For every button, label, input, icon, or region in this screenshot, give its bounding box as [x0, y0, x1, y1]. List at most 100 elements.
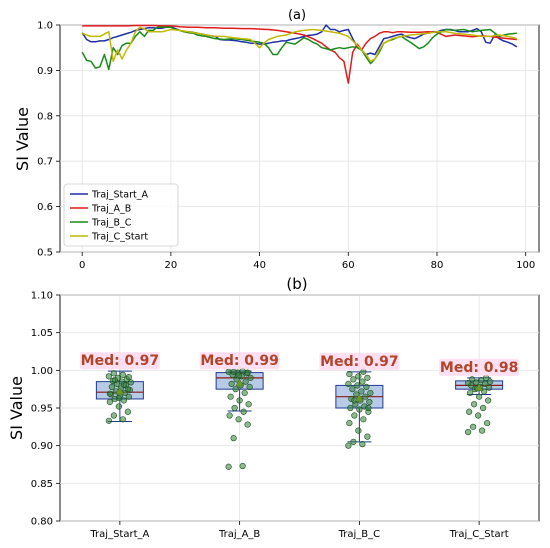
- data-point: [465, 429, 472, 436]
- data-point: [124, 408, 131, 415]
- median-label-bg: [79, 352, 160, 370]
- mean-marker: [115, 386, 125, 395]
- median-label: Med: 0.98: [440, 360, 518, 376]
- data-point: [120, 397, 127, 404]
- tick-label-y: 0.80: [31, 517, 53, 528]
- data-point: [358, 388, 365, 395]
- data-point: [470, 423, 477, 430]
- panel-a: (a) 0 20 40 60 80 100 0.5 0.6 0.7 0.8 0.9 1.0 SI Va…: [13, 8, 540, 272]
- data-point: [349, 386, 356, 393]
- data-point: [345, 442, 352, 449]
- tick-label-y: 0.8: [37, 111, 53, 122]
- data-point: [359, 441, 366, 448]
- panel-a-lines: [81, 24, 518, 84]
- tick-label-y: 0.85: [31, 479, 53, 490]
- data-point: [111, 377, 118, 384]
- data-point: [475, 412, 482, 419]
- tick-label-y: 0.90: [31, 441, 53, 452]
- data-point: [226, 412, 233, 419]
- data-point: [115, 395, 122, 402]
- data-point: [354, 382, 361, 389]
- median-label-bg: [439, 358, 520, 376]
- data-point: [346, 419, 353, 427]
- data-point: [355, 427, 362, 434]
- data-point: [362, 393, 369, 400]
- data-point: [469, 376, 476, 383]
- panel-a-ticks: 0 20 40 60 80 100 0.5 0.6 0.7 0.8 0.9 1.0: [37, 21, 535, 272]
- data-point: [345, 380, 352, 387]
- tick-label-x: 0: [79, 260, 85, 271]
- data-point: [235, 372, 242, 379]
- series-line-traj-c-start: [81, 26, 517, 63]
- data-point: [346, 371, 353, 378]
- data-point: [236, 397, 243, 404]
- tick-label-y: 0.9: [37, 66, 53, 77]
- mean-marker: [354, 393, 364, 402]
- data-point: [246, 383, 253, 391]
- data-point: [356, 406, 363, 413]
- tick-label-y: 1.0: [37, 21, 53, 32]
- data-point: [364, 433, 371, 440]
- panel-b-ticks: 0.80 0.85 0.90 0.95 1.00 1.05 1.10 Traj_Start_A…: [31, 291, 509, 541]
- data-point: [239, 462, 246, 470]
- data-point: [355, 373, 362, 380]
- panel-a-legend: Traj_Start_A Traj_A_B Traj_B_C Traj_C_Start: [63, 183, 179, 247]
- legend-label: Traj_A_B: [91, 204, 131, 215]
- data-point: [350, 376, 357, 383]
- data-point: [350, 438, 357, 446]
- data-point: [365, 404, 372, 412]
- data-point: [482, 380, 489, 387]
- data-point: [108, 383, 115, 391]
- data-point: [124, 386, 131, 393]
- data-point: [241, 389, 248, 397]
- data-point: [227, 393, 234, 400]
- data-point: [247, 374, 254, 381]
- data-point: [105, 373, 112, 380]
- tick-label-x: 20: [165, 260, 178, 271]
- data-point: [106, 398, 113, 406]
- median-label: Med: 0.99: [200, 353, 278, 369]
- data-point: [367, 389, 374, 397]
- data-point: [485, 397, 492, 404]
- data-point: [360, 416, 367, 423]
- tick-label-y: 1.05: [31, 328, 53, 339]
- panel-b-boxes: Med: 0.97 Med: 0.99 Med: 0.97 Med: 0.98: [79, 352, 520, 470]
- panel-b: (b) 0.80 0.85 0.90 0.95 1.00 1.05 1.10 Traj_Sta…: [7, 275, 540, 541]
- data-point: [465, 380, 472, 387]
- data-point: [105, 417, 112, 424]
- data-point: [359, 378, 366, 385]
- data-point: [115, 403, 122, 410]
- data-point: [484, 419, 491, 427]
- data-point: [119, 416, 126, 423]
- data-point: [479, 427, 486, 434]
- panel-a-title: (a): [288, 8, 306, 23]
- data-point: [240, 408, 247, 415]
- data-point: [466, 408, 473, 415]
- data-point: [232, 386, 239, 393]
- data-point: [231, 404, 238, 412]
- tick-label-y: 0.95: [31, 404, 53, 415]
- tick-label-y: 1.00: [31, 366, 53, 377]
- tick-label-y: 1.10: [31, 291, 53, 302]
- tick-label-x: Traj_C_Start: [449, 529, 509, 540]
- data-point: [366, 398, 373, 406]
- tick-label-y: 0.7: [37, 157, 53, 168]
- legend-label: Traj_Start_A: [91, 190, 148, 201]
- mean-marker: [235, 378, 245, 387]
- data-point: [125, 393, 132, 400]
- median-label-bg: [199, 352, 280, 370]
- tick-label-x: Traj_A_B: [218, 529, 260, 540]
- data-point: [230, 435, 237, 442]
- data-point: [471, 401, 478, 408]
- data-point: [120, 381, 127, 388]
- legend-box: [63, 183, 179, 247]
- data-point: [483, 374, 490, 381]
- mean-marker: [474, 383, 484, 391]
- tick-label-x: Traj_Start_A: [89, 529, 149, 540]
- panel-a-ylabel: SI Value: [13, 107, 32, 171]
- median-label-bg: [319, 352, 400, 370]
- series-line-traj-a-b: [82, 24, 517, 84]
- panel-b-title: (b): [286, 275, 307, 293]
- data-point: [242, 378, 249, 385]
